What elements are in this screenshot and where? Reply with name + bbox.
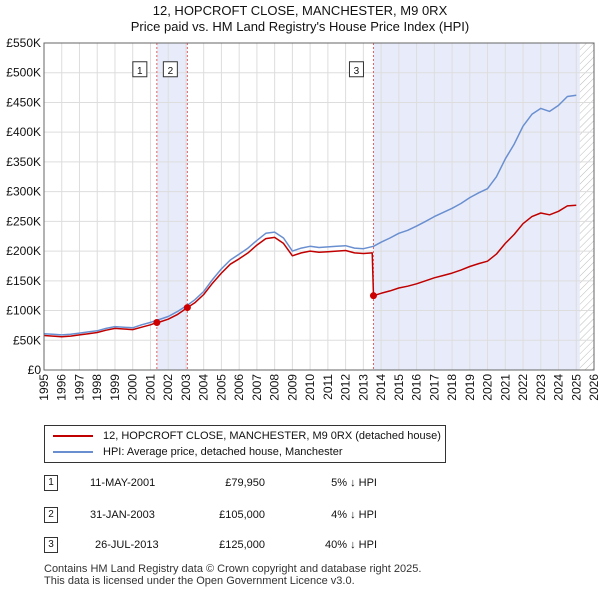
x-tick-label: 2026: [587, 374, 600, 401]
x-tick-label: 2025: [569, 374, 583, 401]
price-chart: 1 2 3 £0 £50K £100K £150K £200K £250K £300K £350K…: [6, 36, 600, 401]
legend-swatch-hpi: [53, 451, 93, 454]
y-tick-label: £100K: [6, 304, 41, 318]
x-tick-label: 2015: [392, 374, 406, 401]
sale-marker-box: [348, 61, 364, 78]
y-tick-label: £550K: [6, 36, 41, 50]
legend-item-hpi: HPI: Average price, detached house, Manc…: [53, 444, 343, 460]
x-tick-label: 2021: [498, 374, 512, 401]
sale-price: £105,000: [219, 509, 265, 521]
x-tick-label: 2012: [339, 374, 353, 401]
sale-number-box: 1: [44, 475, 58, 491]
x-tick-label: 2022: [516, 374, 530, 401]
sale-number-box: 2: [44, 507, 58, 523]
y-tick-label: £450K: [6, 95, 41, 109]
x-tick-label: 2019: [463, 374, 477, 401]
hpi-line: [43, 94, 577, 336]
x-tick-label: 2009: [285, 374, 299, 401]
shaded-period: [373, 43, 580, 370]
sale-price: £125,000: [219, 539, 265, 551]
legend-swatch-property: [53, 435, 93, 438]
x-tick-label: 2001: [143, 374, 157, 401]
sale-hpi-diff: 4% ↓ HPI: [331, 509, 377, 521]
sale-marker-label: 3: [354, 66, 360, 77]
x-tick-label: 2017: [427, 374, 441, 401]
x-tick-label: 2013: [356, 374, 370, 401]
x-tick-label: 2003: [179, 374, 193, 401]
sale-date: 26-JUL-2013: [95, 539, 159, 551]
y-tick-label: £150K: [6, 274, 41, 288]
x-tick-label: 2002: [161, 374, 175, 401]
sale-marker-label: 1: [137, 66, 143, 77]
sale-marker: [369, 292, 377, 300]
y-tick-label: £0: [28, 363, 42, 377]
legend-label-property: 12, HOPCROFT CLOSE, MANCHESTER, M9 0RX (…: [103, 430, 441, 442]
legend-label-hpi: HPI: Average price, detached house, Manc…: [103, 446, 343, 458]
x-tick-label: 2014: [374, 374, 388, 401]
x-tick-label: 2000: [126, 374, 140, 401]
y-tick-label: £400K: [6, 125, 41, 139]
plot-frame: [43, 42, 595, 371]
x-tick-label: 2007: [250, 374, 264, 401]
x-tick-label: 2011: [321, 374, 335, 400]
x-tick-label: 2010: [303, 374, 317, 401]
sale-date: 11-MAY-2001: [90, 477, 156, 489]
y-tick-label: £200K: [6, 244, 41, 258]
x-tick-label: 1997: [72, 374, 86, 401]
x-tick-label: 2016: [410, 374, 424, 401]
y-tick-label: £350K: [6, 155, 41, 169]
x-tick-label: 1995: [37, 374, 51, 401]
property-line: [43, 204, 577, 338]
sale-marker: [153, 318, 161, 326]
x-tick-label: 2006: [232, 374, 246, 401]
y-tick-label: £250K: [6, 214, 41, 228]
x-tick-label: 1998: [90, 374, 104, 401]
footer-attribution: Contains HM Land Registry data © Crown c…: [44, 563, 421, 587]
footer-licence: This data is licensed under the Open Gov…: [44, 575, 355, 587]
sale-price: £79,950: [225, 477, 265, 489]
chart-subtitle: Price paid vs. HM Land Registry's House …: [130, 19, 470, 34]
chart-title-address: 12, HOPCROFT CLOSE, MANCHESTER, M9 0RX: [152, 3, 448, 18]
legend: 12, HOPCROFT CLOSE, MANCHESTER, M9 0RX (…: [44, 425, 446, 463]
legend-item-property: 12, HOPCROFT CLOSE, MANCHESTER, M9 0RX (…: [53, 428, 441, 444]
sale-marker-label: 2: [168, 66, 174, 77]
x-tick-label: 1996: [55, 374, 69, 401]
sale-hpi-diff: 5% ↓ HPI: [331, 477, 377, 489]
y-tick-label: £50K: [13, 333, 41, 347]
y-tick-label: £300K: [6, 185, 41, 199]
y-tick-label: £500K: [6, 66, 41, 80]
x-tick-label: 1999: [108, 374, 122, 401]
shaded-period: [156, 43, 188, 370]
x-tick-label: 2023: [534, 374, 548, 401]
x-tick-label: 2020: [481, 374, 495, 401]
sale-number-box: 3: [44, 537, 58, 553]
sale-marker: [183, 304, 191, 312]
sale-marker-box: [132, 61, 148, 78]
x-tick-label: 2004: [197, 374, 211, 401]
footer-copyright: Contains HM Land Registry data © Crown c…: [44, 563, 422, 575]
sale-date: 31-JAN-2003: [90, 509, 155, 521]
sale-hpi-diff: 40% ↓ HPI: [325, 539, 377, 551]
x-tick-label: 2018: [445, 374, 459, 401]
forecast-hatch: [579, 43, 594, 370]
x-tick-label: 2005: [214, 374, 228, 401]
sale-marker-box: [162, 61, 178, 78]
x-tick-label: 2024: [552, 374, 566, 401]
x-tick-label: 2008: [268, 374, 282, 401]
